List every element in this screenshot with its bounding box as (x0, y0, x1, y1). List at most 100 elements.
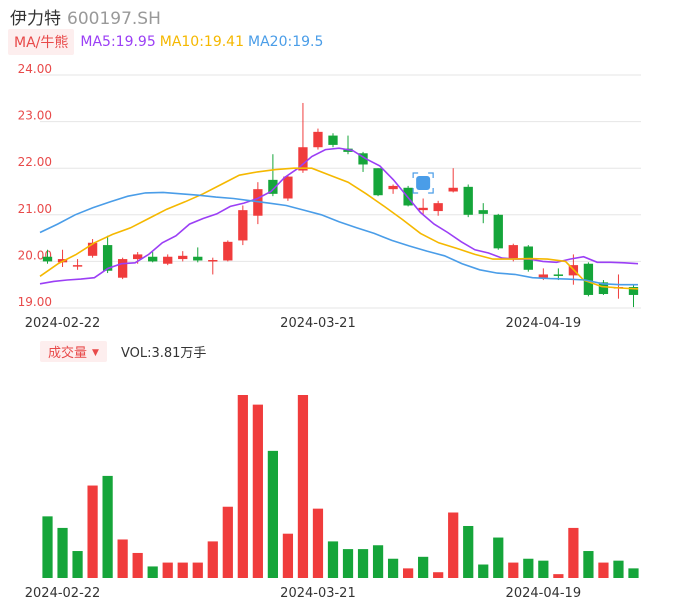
volume-bar (267, 450, 278, 578)
candle-body (208, 260, 218, 262)
volume-bar (42, 516, 53, 578)
ma10-legend: MA10:19.41 (159, 34, 245, 50)
volume-bar (87, 485, 98, 578)
volume-bar (162, 562, 173, 578)
volume-bar (372, 545, 384, 578)
candle-body (373, 168, 383, 196)
volume-bar (613, 560, 624, 578)
candle-body (508, 245, 518, 260)
volume-bar (463, 525, 474, 578)
candle-body (493, 214, 503, 249)
volume-bar (387, 558, 399, 578)
volume-bar (448, 512, 459, 578)
candle-body (102, 245, 113, 271)
y-tick-label: 21.00 (18, 202, 52, 216)
volume-bar (192, 562, 203, 578)
x-date-label: 2024-02-22 (25, 316, 101, 331)
x-date-label: 2024-03-21 (280, 586, 356, 601)
candle-body (87, 242, 98, 256)
x-date-label: 2024-04-19 (506, 316, 582, 331)
ma5-line (39, 147, 639, 285)
candle-body (463, 186, 473, 215)
candle-body (268, 179, 278, 194)
volume-bar (478, 564, 489, 578)
candle-body (238, 210, 248, 241)
volume-bar (282, 533, 294, 578)
volume-bar (523, 558, 534, 578)
volume-bar (357, 549, 369, 578)
volume-bar (222, 506, 233, 578)
candle-body (117, 259, 128, 278)
candle-body (223, 241, 233, 261)
x-date-label: 2024-02-22 (25, 586, 101, 601)
volume-bar (583, 551, 594, 578)
volume-bars (42, 395, 639, 578)
ma-legend: MA/牛熊 MA5:19.95 MA10:19.41 MA20:19.5 (8, 29, 327, 55)
volume-bar (553, 574, 564, 578)
volume-bar (342, 549, 354, 578)
y-tick-label: 19.00 (18, 295, 52, 309)
candle-body (283, 176, 293, 199)
candle-body (553, 274, 564, 276)
candle-body (583, 263, 594, 295)
ma5-legend: MA5:19.95 (80, 34, 156, 50)
volume-bar (568, 527, 579, 578)
candle-body (433, 203, 443, 212)
volume-legend: 成交量 ▼ VOL:3.81万手 (40, 340, 207, 362)
candle-body (328, 135, 338, 145)
volume-button-label: 成交量 (48, 345, 88, 361)
volume-value: VOL:3.81万手 (120, 345, 207, 361)
volume-bar (493, 537, 504, 578)
volume-bar (297, 395, 309, 578)
ma20-line (39, 191, 638, 286)
volume-bar (628, 568, 639, 578)
candle-body (148, 256, 158, 262)
dropdown-triangle-icon: ▼ (92, 347, 99, 358)
candle-body (42, 256, 53, 262)
candle-body (298, 147, 308, 171)
marker-box (416, 176, 431, 190)
candle-body (598, 282, 609, 295)
candle-body (72, 265, 83, 267)
volume-bar (117, 539, 128, 578)
volume-bar (312, 508, 324, 578)
candle-body (163, 256, 173, 264)
candle-body (193, 256, 203, 261)
volume-bar (72, 551, 83, 578)
x-date-label: 2024-03-21 (280, 316, 356, 331)
volume-bar (57, 527, 68, 578)
candle-body (388, 185, 398, 190)
volume-bar (418, 556, 429, 578)
volume-bar (237, 395, 248, 578)
candle-body (418, 207, 428, 211)
crosshair-marker-icon (412, 172, 434, 194)
volume-bar (177, 562, 188, 578)
volume-indicator-button[interactable]: 成交量 ▼ (40, 340, 107, 362)
volume-bar (508, 562, 519, 578)
candle-body (178, 255, 188, 260)
volume-bar (327, 541, 339, 578)
stock-code: 600197.SH (67, 9, 161, 29)
volume-bar (403, 568, 414, 578)
volume-bar (433, 572, 444, 578)
ma20-legend: MA20:19.5 (248, 34, 324, 50)
y-tick-label: 23.00 (18, 109, 52, 123)
candle-body (538, 274, 548, 278)
volume-bar (598, 562, 609, 578)
y-tick-label: 22.00 (18, 155, 52, 169)
candle-body (358, 153, 368, 165)
volume-bar (207, 541, 218, 578)
candle-body (448, 187, 458, 192)
volume-bar (252, 404, 263, 578)
volume-bar (147, 566, 158, 578)
candle-body (313, 131, 323, 148)
candle-body (478, 210, 488, 214)
candles (42, 102, 639, 308)
volume-bar (102, 475, 113, 578)
ma-indicator-button[interactable]: MA/牛熊 (8, 29, 75, 55)
candle-body (628, 287, 639, 295)
volume-bar (132, 552, 143, 578)
